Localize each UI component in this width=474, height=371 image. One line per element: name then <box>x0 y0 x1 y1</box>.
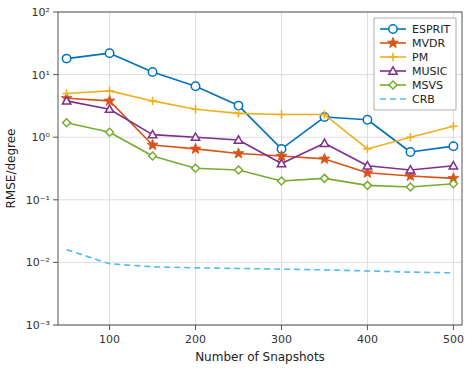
x-tick <box>367 325 368 330</box>
marker <box>235 166 243 174</box>
marker <box>363 116 371 124</box>
marker <box>449 162 457 169</box>
marker <box>277 110 285 118</box>
legend-marker <box>389 25 397 33</box>
series-line <box>67 101 454 170</box>
x-tick <box>109 325 110 330</box>
marker <box>63 119 71 127</box>
y-tick <box>53 74 58 75</box>
legend-label: MUSIC <box>412 65 448 78</box>
marker <box>233 148 244 158</box>
marker <box>319 153 330 163</box>
marker <box>449 122 457 130</box>
x-tick-label: 500 <box>443 333 464 346</box>
x-tick <box>281 325 282 330</box>
y-tick <box>53 262 58 263</box>
y-tick-label: 10⁻³ <box>26 319 50 332</box>
legend-label: MSVS <box>412 79 443 92</box>
marker <box>277 177 285 185</box>
plot-frame <box>58 12 462 325</box>
x-tick-label: 300 <box>271 333 292 346</box>
marker <box>190 143 201 153</box>
marker <box>234 109 242 117</box>
legend-marker <box>388 37 399 47</box>
y-tick-label: 10⁻¹ <box>26 194 50 207</box>
marker <box>147 139 158 149</box>
x-tick <box>453 325 454 330</box>
marker <box>106 128 114 136</box>
y-tick <box>53 12 58 13</box>
marker <box>320 139 328 146</box>
marker <box>277 159 285 166</box>
y-tick <box>53 137 58 138</box>
marker <box>449 180 457 188</box>
chart: 100 200 300 400 500 10⁻³ 10⁻² 10⁻¹ 10⁰ 10¹ 10² Numb… <box>0 0 474 371</box>
y-tick-label: 10⁰ <box>32 131 51 144</box>
grid-line-y <box>58 199 462 200</box>
x-tick-label: 200 <box>185 333 206 346</box>
marker <box>62 97 70 104</box>
marker <box>234 101 242 109</box>
marker <box>406 148 414 156</box>
series <box>67 250 454 273</box>
marker <box>234 136 242 143</box>
marker <box>449 142 457 150</box>
marker <box>406 133 414 141</box>
series-line <box>67 250 454 273</box>
legend-marker <box>389 67 397 74</box>
legend-label: PM <box>412 51 428 64</box>
series-line <box>67 123 454 187</box>
marker <box>148 130 156 137</box>
x-tick-label: 400 <box>357 333 378 346</box>
x-tick-label: 100 <box>99 333 120 346</box>
grid-line-x <box>109 12 110 325</box>
grid <box>58 12 462 325</box>
legend-box <box>374 18 456 110</box>
x-tick <box>195 325 196 330</box>
marker <box>320 174 328 182</box>
y-tick-label: 10⁻² <box>26 256 50 269</box>
y-tick <box>53 199 58 200</box>
y-tick <box>53 325 58 326</box>
marker <box>363 162 371 169</box>
marker <box>363 181 371 189</box>
marker <box>148 68 156 76</box>
marker <box>363 145 371 153</box>
marker <box>191 133 199 140</box>
marker <box>148 97 156 105</box>
axes: 100 200 300 400 500 10⁻³ 10⁻² 10⁻¹ 10⁰ 10¹ 10² <box>26 6 464 346</box>
marker <box>105 105 113 112</box>
marker <box>192 164 200 172</box>
marker <box>105 49 113 57</box>
y-tick-label: 10¹ <box>32 69 50 82</box>
x-axis-label: Number of Snapshots <box>195 350 325 364</box>
legend-label: CRB <box>412 93 435 106</box>
grid-line-x <box>281 12 282 325</box>
y-tick-label: 10² <box>32 6 50 19</box>
marker <box>105 87 113 95</box>
legend: ESPRITMVDRPMMUSICMSVSCRB <box>374 18 456 110</box>
legend-label: ESPRIT <box>412 23 450 36</box>
background <box>0 0 474 371</box>
marker <box>406 166 414 173</box>
grid-line-y <box>58 262 462 263</box>
marker <box>406 183 414 191</box>
marker <box>149 152 157 160</box>
y-axis-label: RMSE/degree <box>4 129 18 209</box>
marker <box>191 82 199 90</box>
marker <box>320 110 328 118</box>
legend-line <box>380 98 406 100</box>
series <box>63 119 458 191</box>
marker <box>62 54 70 62</box>
marker <box>191 105 199 113</box>
legend-marker <box>389 53 397 61</box>
legend-label: MVDR <box>412 37 445 50</box>
legend-marker <box>389 81 397 89</box>
